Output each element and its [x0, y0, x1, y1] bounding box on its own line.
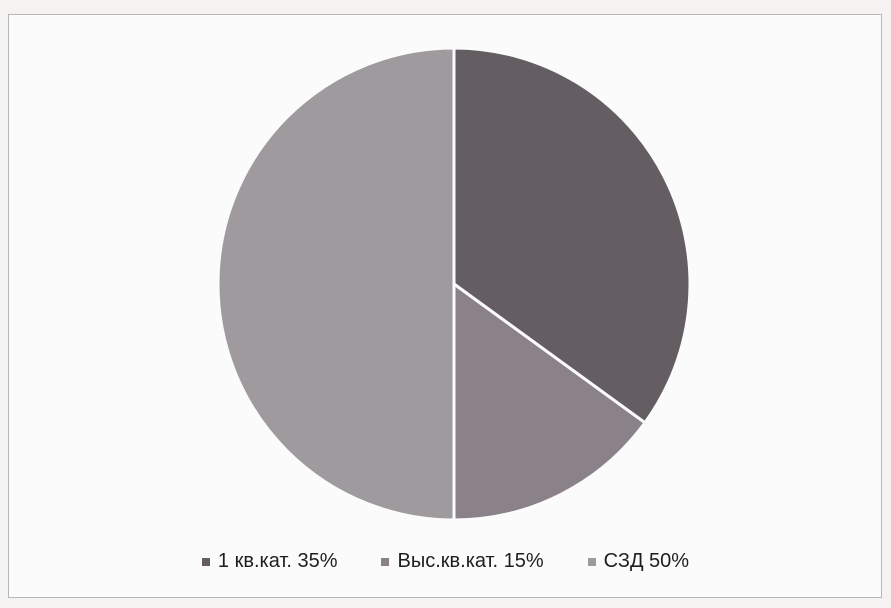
- legend-swatch: [381, 557, 390, 566]
- chart-legend: 1 кв.кат. 35% Выс.кв.кат. 15% СЗД 50%: [0, 550, 891, 573]
- legend-label: Выс.кв.кат. 15%: [397, 550, 544, 572]
- legend-swatch: [201, 557, 210, 566]
- legend-label: СЗД 50%: [603, 550, 690, 572]
- pie-slice-2: [452, 282, 647, 522]
- pie-slice-3: [216, 46, 456, 522]
- legend-item-1-kv-kat: 1 кв.кат. 35%: [201, 550, 338, 573]
- legend-item-vys-kv-kat: Выс.кв.кат. 15%: [381, 550, 544, 573]
- legend-label: 1 кв.кат. 35%: [217, 550, 338, 572]
- legend-swatch: [587, 557, 596, 566]
- pie-slice-1: [452, 46, 692, 425]
- legend-item-szd: СЗД 50%: [587, 550, 690, 573]
